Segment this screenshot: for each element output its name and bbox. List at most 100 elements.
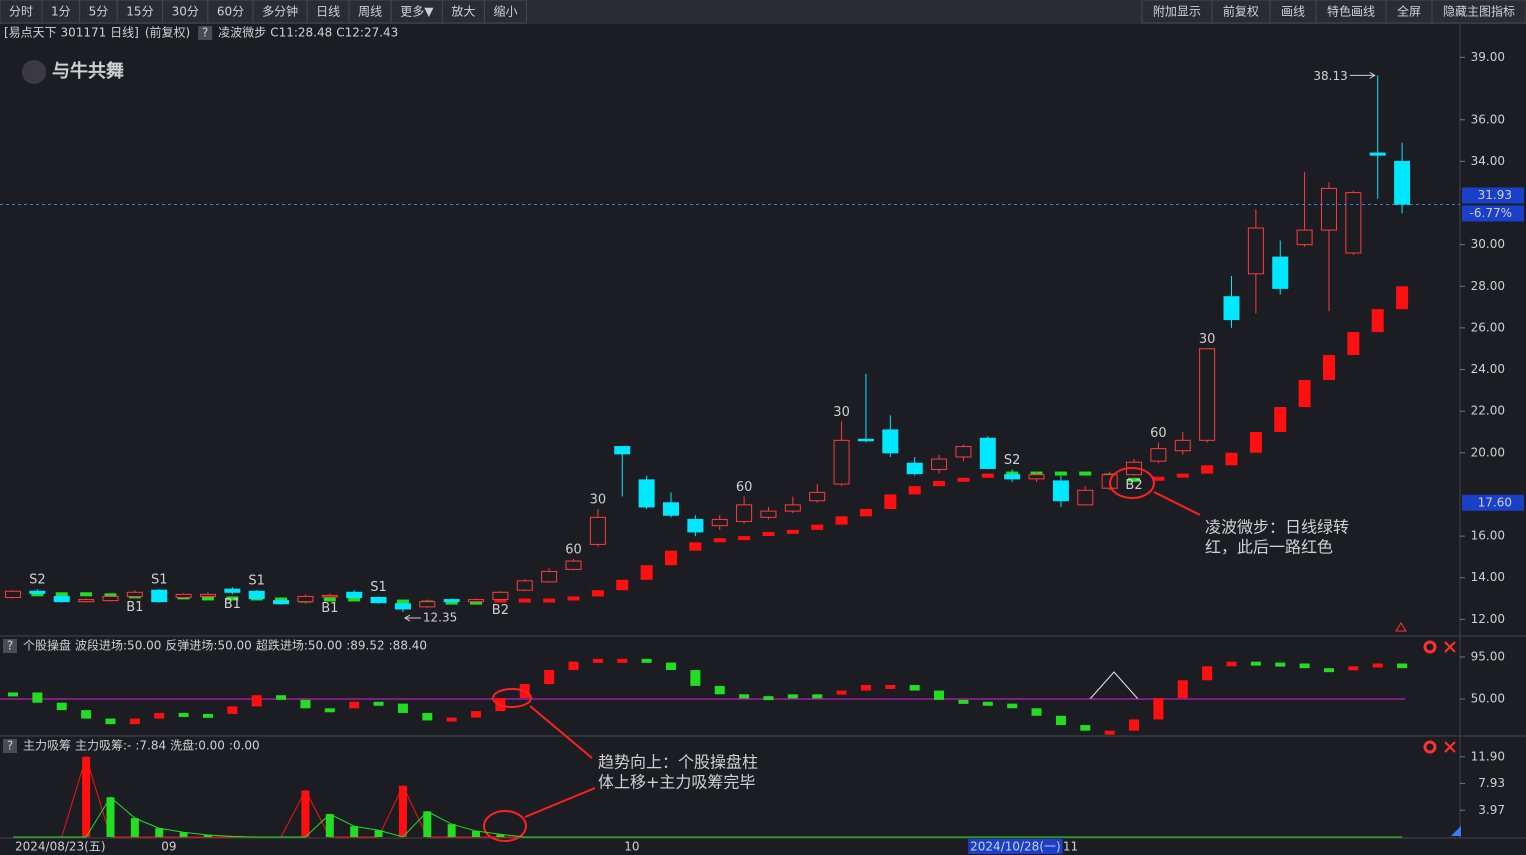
indicator-bar [1275, 662, 1286, 667]
candle-body [955, 446, 972, 458]
help-button[interactable] [3, 639, 17, 653]
toolbar-button[interactable] [1431, 0, 1526, 24]
toolbar-button-label[interactable]: 画线 [1281, 5, 1305, 19]
indicator-bar [472, 830, 481, 837]
step-line-block [859, 509, 872, 517]
toolbar-button-label[interactable]: 30分 [172, 5, 199, 19]
y-tick-label: 50.00 [1471, 691, 1505, 705]
toolbar-button-label[interactable]: 隐藏主图指标 [1443, 4, 1515, 19]
indicator-bar [1104, 730, 1115, 735]
help-label[interactable]: ? [202, 26, 208, 40]
callout-text: 体上移+主力吸筹完毕 [598, 773, 755, 792]
candle-body [297, 595, 314, 603]
help-button[interactable] [198, 26, 213, 40]
toolbar-button-label[interactable]: 特色画线 [1327, 4, 1375, 19]
toolbar-button-label[interactable]: 60分 [217, 5, 244, 19]
indicator-bar [203, 834, 212, 837]
min-price-label: 12.35 [423, 611, 457, 625]
indicator-bar [178, 712, 189, 717]
close-button[interactable] [1444, 641, 1456, 653]
toolbar-button-label[interactable]: 更多▼ [400, 5, 434, 19]
toolbar-button-label[interactable]: 附加显示 [1153, 5, 1201, 19]
signal-label: 60 [565, 542, 582, 557]
toolbar-button-label[interactable]: 1分 [51, 5, 71, 19]
help-label[interactable]: ? [7, 739, 13, 753]
toolbar-button-label[interactable]: 缩小 [493, 4, 517, 19]
indicator-bar [82, 756, 91, 837]
y-tick-label: 3.97 [1478, 803, 1505, 817]
callout-circle [492, 688, 532, 708]
indicator-bar [1080, 725, 1091, 731]
step-line-block [1176, 473, 1189, 478]
legend-item: :0.00 [229, 739, 260, 753]
step-line-block [591, 590, 604, 597]
indicator-bar [447, 824, 456, 837]
toolbar-button-label[interactable]: 前复权 [1223, 4, 1259, 19]
toolbar-button-label[interactable]: 多分钟 [262, 4, 298, 19]
toolbar-button-label[interactable]: 全屏 [1397, 4, 1421, 19]
close-button[interactable] [1444, 741, 1456, 753]
candle-body [1369, 152, 1386, 156]
indicator-name: 凌波微步 [218, 26, 266, 40]
watermark-icon [22, 60, 46, 84]
candle-body [492, 591, 509, 601]
settings-button[interactable] [1423, 640, 1437, 654]
candle-body [833, 439, 850, 485]
candle-body [882, 429, 899, 454]
candle-body [979, 437, 996, 469]
indicator-bar [496, 834, 505, 837]
y-tick-label: 26.00 [1471, 320, 1505, 334]
indicator-bar [105, 718, 116, 725]
toolbar-button-label[interactable]: 周线 [358, 5, 382, 19]
step-line-block [275, 597, 288, 602]
step-line-block [104, 593, 117, 598]
toolbar-button-label[interactable]: 15分 [126, 5, 153, 19]
candle-body [1174, 439, 1191, 452]
toolbar-button-label[interactable]: 日线 [316, 5, 340, 19]
indicator-bar [982, 701, 993, 706]
toolbar-button-label[interactable]: 放大 [451, 4, 475, 19]
indicator-bar [1250, 661, 1261, 666]
candle-body [1199, 348, 1216, 441]
indicator-bar [934, 690, 945, 700]
toolbar-button-label[interactable]: 5分 [89, 5, 109, 19]
candle-body [78, 599, 95, 603]
indicator-bar [1129, 719, 1140, 731]
indicator-bar [154, 712, 165, 719]
indicator-bar [1031, 708, 1042, 716]
crosshair-date-box [968, 839, 1063, 854]
candle-body [370, 596, 387, 604]
candle-body [589, 516, 606, 545]
step-line-block [1128, 477, 1141, 482]
y-tick-label: 28.00 [1471, 279, 1505, 293]
indicator-bar [1055, 715, 1066, 726]
step-line-block [738, 536, 751, 541]
settings-button[interactable] [1423, 740, 1437, 754]
toolbar-button[interactable] [483, 0, 527, 24]
candle-body [151, 589, 168, 603]
step-line-block [786, 529, 799, 534]
callout-circle [1109, 467, 1155, 499]
step-line-block [1322, 354, 1335, 380]
candle-body [443, 599, 460, 603]
candle-body [199, 593, 216, 597]
indicator-bar [397, 703, 408, 713]
y-tick-label: 20.00 [1471, 445, 1505, 459]
indicator-bar [276, 695, 287, 700]
panel-title: 主力吸筹 [23, 739, 71, 753]
y-tick-label: 22.00 [1471, 404, 1505, 418]
toolbar-button-label[interactable]: 分时 [9, 5, 33, 19]
y-tick-label: 95.00 [1471, 649, 1505, 663]
signal-label: B1 [224, 597, 241, 612]
indicator-bar [373, 701, 384, 706]
help-label[interactable]: ? [7, 639, 13, 653]
help-button[interactable] [3, 739, 17, 753]
legend-item: 超跌进场:50.00 [256, 638, 342, 653]
x-tick-label: 11 [1063, 840, 1078, 854]
step-line-block [348, 597, 361, 602]
step-line-block [908, 486, 921, 495]
indicator-bar [446, 717, 457, 722]
indicator-bar [1202, 666, 1213, 681]
indicator-bar [106, 797, 115, 837]
